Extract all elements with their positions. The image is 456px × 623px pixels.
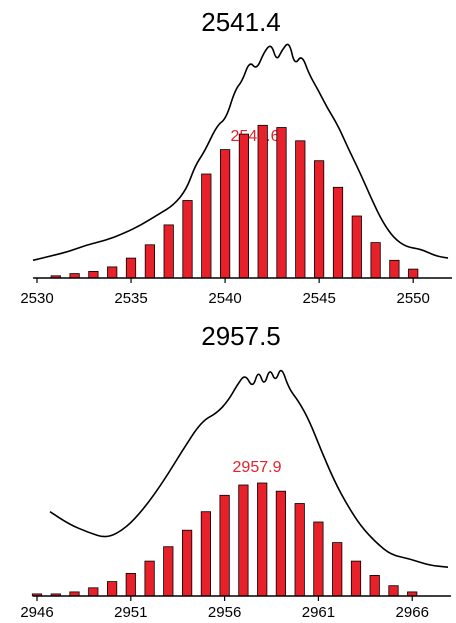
bar — [182, 200, 193, 279]
bar — [181, 529, 193, 597]
x-tick-label: 2535 — [114, 290, 147, 307]
bar — [350, 560, 362, 597]
bar — [295, 140, 306, 279]
bar — [107, 266, 118, 279]
bar — [332, 186, 344, 279]
bar — [144, 244, 155, 279]
bar — [238, 484, 249, 597]
bar — [125, 257, 137, 279]
profile-line — [49, 369, 449, 568]
x-tick-label: 2550 — [397, 290, 430, 307]
bar-series — [50, 124, 419, 279]
bar — [369, 575, 380, 597]
panel-title: 2541.4 — [201, 7, 281, 37]
bar — [219, 149, 231, 279]
centroid-label: 2957.9 — [233, 459, 282, 476]
bar — [276, 127, 287, 279]
bar — [388, 585, 399, 597]
bar — [257, 124, 268, 279]
x-axis-ticks: 2530 2535 2540 2545 2550 — [20, 278, 430, 307]
bar — [144, 560, 155, 597]
x-tick-label: 2951 — [114, 604, 147, 621]
bar — [125, 573, 136, 597]
bar — [163, 546, 174, 597]
x-tick-label: 2545 — [302, 290, 335, 307]
bar — [163, 224, 174, 279]
bar — [313, 521, 324, 597]
bar — [88, 587, 99, 597]
spectrum-panel-top: 2541.4 2541.6 2530 2535 2540 2545 2550 — [20, 7, 452, 307]
bar — [351, 215, 362, 279]
bar — [257, 482, 268, 597]
x-tick-label: 2540 — [208, 290, 241, 307]
bar — [332, 542, 343, 597]
bar — [201, 173, 212, 279]
x-axis-ticks: 2946 2951 2956 2961 2966 — [20, 596, 429, 621]
x-tick-label: 2966 — [396, 604, 429, 621]
bar — [313, 160, 325, 279]
x-tick-label: 2961 — [302, 604, 335, 621]
bar — [275, 490, 287, 597]
centroid-label: 2541.6 — [231, 128, 280, 145]
bar — [238, 133, 249, 279]
bar — [107, 581, 118, 597]
bar-series — [31, 482, 418, 597]
bar — [294, 503, 305, 597]
spectrum-panel-bottom: 2957.5 2957.9 2946 2951 2956 2961 2966 — [20, 321, 451, 621]
x-tick-label: 2946 — [20, 604, 53, 621]
bar — [200, 511, 211, 597]
panel-title: 2957.5 — [201, 321, 281, 351]
x-tick-label: 2956 — [208, 604, 241, 621]
bar — [88, 270, 99, 279]
profile-line — [32, 43, 449, 262]
bar — [219, 494, 230, 597]
bar — [389, 259, 400, 279]
bar — [370, 242, 381, 279]
bar — [408, 268, 419, 279]
x-tick-label: 2530 — [20, 290, 53, 307]
